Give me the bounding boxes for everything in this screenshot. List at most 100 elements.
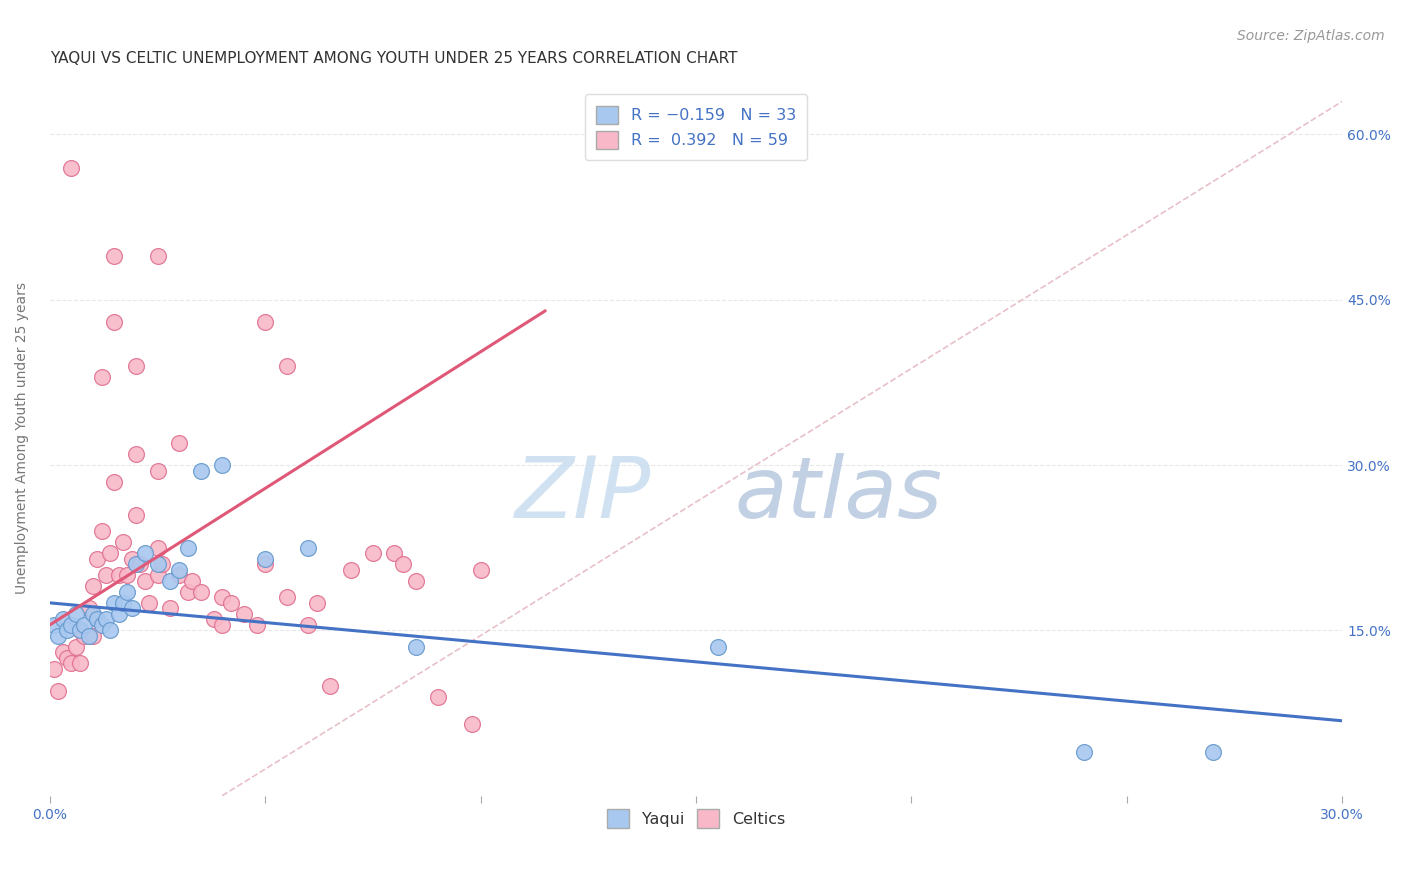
- Point: [146, 464, 169, 478]
- Point: [167, 563, 190, 577]
- Point: [112, 596, 135, 610]
- Point: [82, 629, 104, 643]
- Point: [1202, 745, 1225, 759]
- Point: [86, 612, 108, 626]
- Point: [146, 568, 169, 582]
- Point: [211, 618, 233, 632]
- Point: [159, 574, 181, 588]
- Point: [134, 574, 156, 588]
- Point: [65, 640, 87, 654]
- Point: [60, 657, 83, 671]
- Point: [202, 612, 225, 626]
- Point: [56, 624, 79, 638]
- Point: [77, 601, 100, 615]
- Point: [44, 618, 66, 632]
- Point: [176, 585, 198, 599]
- Point: [219, 596, 242, 610]
- Point: [125, 558, 148, 572]
- Point: [134, 546, 156, 560]
- Point: [103, 596, 125, 610]
- Point: [48, 684, 70, 698]
- Point: [319, 679, 342, 693]
- Point: [48, 629, 70, 643]
- Point: [121, 601, 143, 615]
- Point: [125, 359, 148, 373]
- Point: [56, 651, 79, 665]
- Point: [176, 541, 198, 555]
- Point: [246, 618, 269, 632]
- Point: [405, 574, 427, 588]
- Point: [470, 563, 492, 577]
- Point: [167, 436, 190, 450]
- Point: [90, 618, 112, 632]
- Point: [297, 618, 319, 632]
- Point: [276, 359, 298, 373]
- Point: [305, 596, 328, 610]
- Point: [77, 629, 100, 643]
- Point: [52, 612, 75, 626]
- Point: [103, 475, 125, 489]
- Point: [98, 546, 121, 560]
- Point: [211, 458, 233, 472]
- Point: [94, 568, 117, 582]
- Point: [117, 585, 139, 599]
- Point: [107, 607, 129, 621]
- Text: atlas: atlas: [735, 453, 943, 536]
- Text: YAQUI VS CELTIC UNEMPLOYMENT AMONG YOUTH UNDER 25 YEARS CORRELATION CHART: YAQUI VS CELTIC UNEMPLOYMENT AMONG YOUTH…: [49, 51, 737, 66]
- Point: [125, 508, 148, 522]
- Point: [65, 607, 87, 621]
- Point: [340, 563, 363, 577]
- Point: [44, 662, 66, 676]
- Point: [461, 717, 484, 731]
- Point: [254, 558, 277, 572]
- Point: [426, 690, 449, 704]
- Point: [60, 161, 83, 175]
- Point: [254, 551, 277, 566]
- Point: [392, 558, 415, 572]
- Point: [121, 551, 143, 566]
- Point: [190, 585, 212, 599]
- Point: [181, 574, 204, 588]
- Point: [232, 607, 254, 621]
- Point: [82, 607, 104, 621]
- Point: [73, 618, 96, 632]
- Point: [86, 612, 108, 626]
- Point: [98, 624, 121, 638]
- Point: [211, 591, 233, 605]
- Point: [146, 558, 169, 572]
- Point: [112, 535, 135, 549]
- Point: [150, 558, 173, 572]
- Point: [190, 464, 212, 478]
- Text: ZIP: ZIP: [515, 453, 651, 536]
- Point: [254, 315, 277, 329]
- Point: [103, 315, 125, 329]
- Point: [1073, 745, 1095, 759]
- Point: [129, 558, 152, 572]
- Point: [297, 541, 319, 555]
- Point: [69, 624, 91, 638]
- Point: [276, 591, 298, 605]
- Point: [82, 579, 104, 593]
- Y-axis label: Unemployment Among Youth under 25 years: Unemployment Among Youth under 25 years: [15, 282, 30, 593]
- Legend: Yaqui, Celtics: Yaqui, Celtics: [600, 803, 792, 834]
- Point: [60, 618, 83, 632]
- Point: [117, 568, 139, 582]
- Point: [86, 551, 108, 566]
- Point: [125, 447, 148, 461]
- Point: [107, 568, 129, 582]
- Point: [52, 645, 75, 659]
- Point: [73, 629, 96, 643]
- Point: [146, 541, 169, 555]
- Point: [94, 612, 117, 626]
- Point: [103, 249, 125, 263]
- Text: Source: ZipAtlas.com: Source: ZipAtlas.com: [1237, 29, 1385, 43]
- Point: [90, 370, 112, 384]
- Point: [90, 524, 112, 539]
- Point: [384, 546, 406, 560]
- Point: [405, 640, 427, 654]
- Point: [159, 601, 181, 615]
- Point: [361, 546, 384, 560]
- Point: [69, 657, 91, 671]
- Point: [167, 568, 190, 582]
- Point: [138, 596, 160, 610]
